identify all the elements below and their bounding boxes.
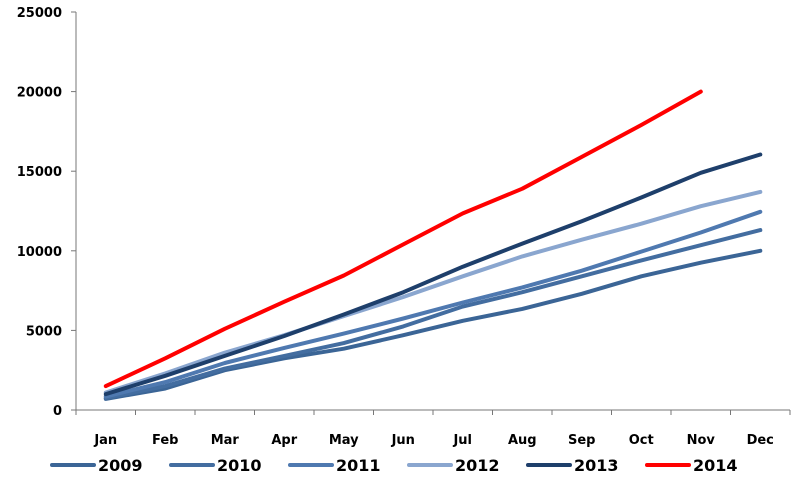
legend-label-2011: 2011 bbox=[336, 456, 381, 475]
series-line-2013 bbox=[103, 152, 763, 397]
legend-label-2009: 2009 bbox=[98, 456, 143, 475]
y-tick-label: 0 bbox=[53, 404, 62, 419]
legend-label-2010: 2010 bbox=[217, 456, 262, 475]
series-line-2012 bbox=[103, 189, 763, 395]
x-tick-label: Jun bbox=[391, 433, 415, 448]
y-tick-label: 20000 bbox=[17, 86, 62, 101]
x-tick-labels: Jan Feb Mar Apr May Jun Jul Aug Sep Oct Nov Dec bbox=[75, 410, 791, 448]
x-tick-label: Apr bbox=[271, 433, 297, 448]
legend-label-2012: 2012 bbox=[455, 456, 500, 475]
x-tick-label: Jul bbox=[452, 433, 472, 448]
x-tick-label: Oct bbox=[629, 433, 654, 448]
x-tick-label: Jan bbox=[93, 433, 117, 448]
y-tick-label: 5000 bbox=[26, 324, 62, 339]
y-tick-label: 10000 bbox=[17, 245, 62, 260]
y-tick-labels: 0 5000 10000 15000 20000 25000 bbox=[17, 6, 76, 419]
series-lines bbox=[103, 89, 763, 401]
legend-label-2013: 2013 bbox=[574, 456, 619, 475]
x-tick-label: Aug bbox=[508, 433, 537, 448]
series-line-2011 bbox=[103, 209, 763, 399]
series-line-2010 bbox=[103, 228, 763, 401]
y-tick-label: 15000 bbox=[17, 165, 62, 180]
y-tick-label: 25000 bbox=[17, 6, 62, 21]
x-tick-label: Sep bbox=[568, 433, 596, 448]
x-tick-label: Mar bbox=[211, 433, 240, 448]
legend: 2009 2010 2011 2012 2013 2014 bbox=[50, 456, 738, 475]
x-tick-label: Nov bbox=[687, 433, 716, 448]
x-tick-label: Dec bbox=[747, 433, 774, 448]
legend-label-2014: 2014 bbox=[693, 456, 738, 475]
series-line-2014 bbox=[103, 89, 703, 389]
x-tick-label: May bbox=[329, 433, 359, 448]
x-tick-label: Feb bbox=[152, 433, 178, 448]
